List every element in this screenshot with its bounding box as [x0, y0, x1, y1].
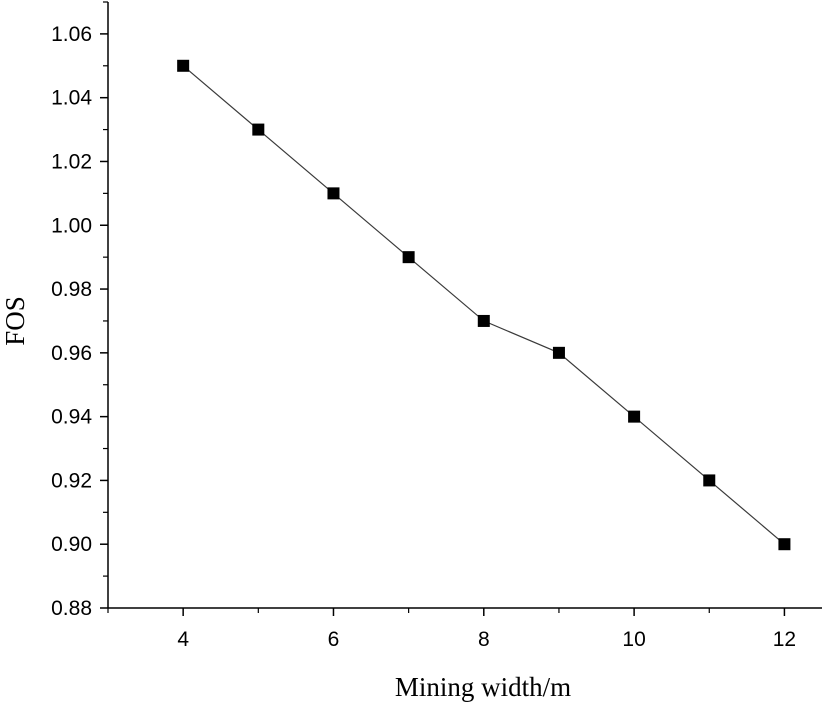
x-tick-label: 10: [622, 628, 645, 651]
y-tick-label: 0.96: [51, 342, 92, 365]
data-point: [552, 346, 565, 359]
tick-labels: 0.88 0.90 0.92 0.94 0.96 0.98 1.00 1.02 1.04 1.06…: [51, 23, 796, 651]
x-tick-label: 4: [177, 628, 189, 651]
y-tick-label: 1.06: [51, 23, 92, 46]
y-tick-label: 0.94: [51, 406, 92, 429]
x-tick-label: 6: [328, 628, 340, 651]
x-tick-label: 8: [478, 628, 490, 651]
data-point: [252, 123, 265, 136]
y-tick-label: 0.92: [51, 469, 92, 492]
y-tick-label: 0.98: [51, 278, 92, 301]
data-point: [177, 59, 190, 72]
x-tick-label: 12: [773, 628, 796, 651]
y-tick-label: 0.88: [51, 597, 92, 620]
y-tick-label: 1.00: [51, 214, 92, 237]
axes: [107, 2, 822, 609]
y-tick-label: 1.02: [51, 150, 92, 173]
x-axis-title: Mining width/m: [395, 672, 571, 702]
data-point: [778, 538, 791, 551]
ticks: [100, 1, 786, 616]
y-tick-label: 1.04: [51, 87, 92, 110]
data-point: [402, 251, 415, 264]
series-line: [182, 65, 785, 545]
data-point: [327, 187, 340, 200]
data-point: [628, 410, 641, 423]
y-axis-title: FOS: [0, 296, 30, 346]
data-point: [703, 474, 716, 487]
y-tick-label: 0.90: [51, 533, 92, 556]
data-point: [477, 314, 490, 327]
data-series: [177, 59, 791, 551]
